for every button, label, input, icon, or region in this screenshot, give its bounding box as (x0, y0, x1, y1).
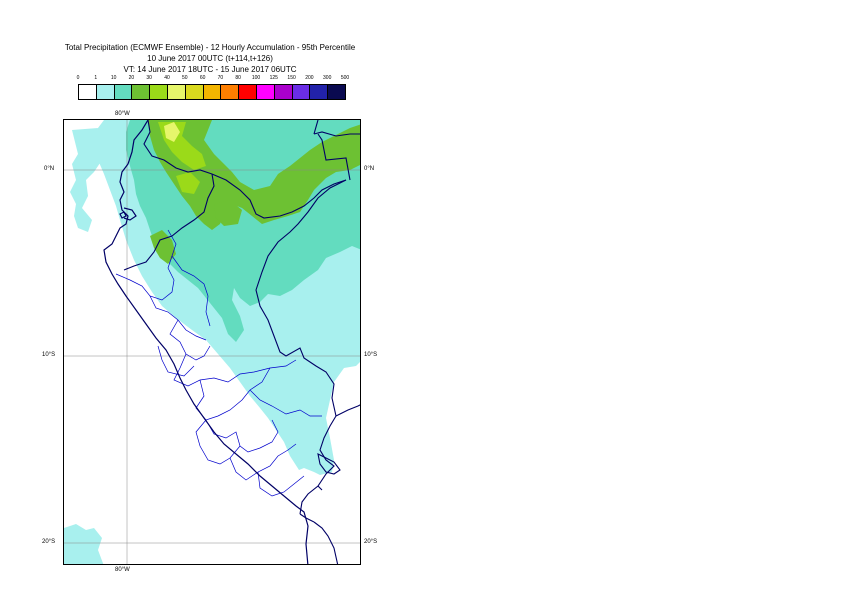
gulf-of-guayaquil (123, 207, 137, 221)
region-line-12 (157, 345, 195, 377)
lat-label-20s-left: 20°S (42, 539, 56, 545)
precipitation-field (64, 120, 360, 564)
region-line-11 (257, 471, 305, 497)
ecuador-peru-border (123, 173, 215, 271)
chile-bolivia-border (313, 521, 339, 564)
legend-color-swatch (220, 84, 240, 100)
venezuela-colombia-border (313, 131, 360, 137)
colombia-peru-border (211, 173, 347, 219)
lat-label-20s-right: 20°S (364, 539, 378, 545)
lat-label-0-left: 0°N (44, 166, 55, 172)
precip-lime-patch-2 (176, 172, 200, 194)
lon-label-bottom: 80°W (115, 567, 130, 573)
valid-time: VT: 14 June 2017 18UTC - 15 June 2017 06… (123, 65, 297, 74)
legend-color-swatch (238, 84, 257, 100)
puna-island (119, 211, 127, 219)
peru-brazil-border (255, 179, 347, 417)
legend-color-swatch (131, 84, 151, 100)
region-line-2 (171, 255, 211, 327)
legend-color-swatch (149, 84, 168, 100)
precip-green-patch-3 (214, 200, 242, 226)
legend-threshold-label: 150 (287, 75, 296, 81)
lat-label-10s-right: 10°S (364, 352, 378, 358)
pacific-coastline (103, 120, 309, 564)
legend-threshold-label: 10 (110, 75, 117, 81)
legend-color-swatch (184, 84, 204, 100)
map-canvas (64, 120, 360, 564)
legend-color-swatch (327, 84, 346, 100)
ecuador-colombia-border (143, 120, 213, 175)
region-line-1 (115, 229, 177, 301)
legend-threshold-label: 20 (128, 75, 135, 81)
legend-threshold-label: 50 (182, 75, 188, 81)
legend-color-swatch (309, 84, 329, 100)
legend-color-swatch (202, 84, 222, 100)
bolivia-brazil-border (317, 404, 360, 491)
legend-threshold-label: 125 (269, 75, 278, 81)
legend-threshold-label: 300 (323, 75, 332, 81)
map-title: Total Precipitation (ECMWF Ensemble) - 1… (64, 43, 356, 52)
graticule (64, 120, 360, 564)
region-line-10 (229, 443, 297, 481)
region-line-9 (195, 419, 241, 465)
precip-green-area (148, 120, 360, 230)
legend-threshold-label: 80 (235, 75, 241, 81)
legend-threshold-label: 30 (146, 75, 152, 81)
legend-threshold-label: 1 (94, 75, 98, 81)
legend-threshold-label: 500 (340, 75, 350, 81)
legend-threshold-label: 70 (217, 75, 224, 81)
lake-titicaca (317, 453, 341, 475)
legend-color-swatch (95, 84, 115, 100)
region-line-6 (195, 367, 271, 421)
colombia-brazil-border (313, 120, 351, 181)
region-line-7 (249, 389, 322, 417)
precipitation-map (63, 119, 361, 565)
region-line-5 (173, 353, 297, 387)
lon-label-top: 80°W (115, 111, 130, 117)
legend-threshold-label: 0 (76, 75, 80, 81)
color-legend: 0 1 10 20 30 40 50 60 70 80 100 125 150 200 300 500 (76, 75, 350, 103)
legend-threshold-label: 100 (251, 75, 261, 81)
lat-label-10s-left: 10°S (42, 352, 56, 358)
precip-yellow-area (164, 122, 180, 142)
base-time: 10 June 2017 00UTC (t+114,t+126) (147, 54, 273, 63)
legend-threshold-label: 40 (164, 75, 170, 81)
lat-label-0-right: 0°N (364, 166, 375, 172)
peru-bolivia-border (299, 415, 337, 515)
legend-color-swatch (113, 84, 133, 100)
precip-light-area-south (64, 524, 104, 564)
legend-color-swatch (78, 84, 97, 100)
precip-green-patch-2 (150, 230, 176, 264)
precip-light-area-west (70, 128, 102, 232)
legend-color-swatch (256, 84, 275, 100)
region-line-8 (205, 419, 279, 453)
legend-threshold-label: 60 (199, 75, 206, 81)
coastline (103, 120, 309, 564)
legend-threshold-label: 200 (305, 75, 314, 81)
legend-color-swatch (273, 84, 293, 100)
legend-color-swatch (291, 84, 311, 100)
region-boundaries (115, 229, 322, 497)
legend-color-swatch (167, 84, 186, 100)
